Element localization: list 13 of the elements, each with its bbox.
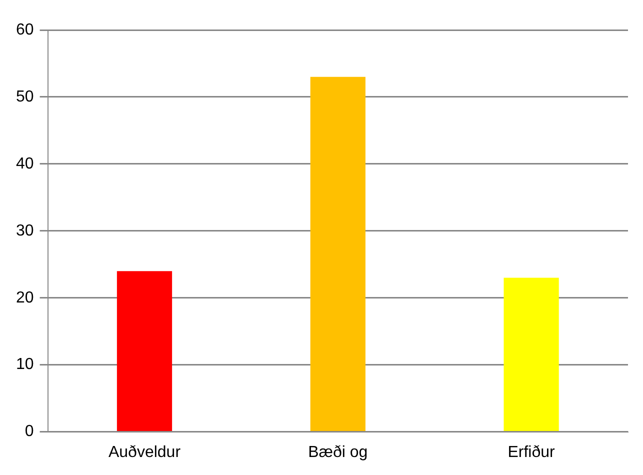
- y-tick-label: 0: [24, 423, 34, 440]
- x-tick-label: Bæði og: [308, 444, 368, 461]
- y-tick-label: 40: [16, 155, 34, 172]
- x-tick-label: Auðveldur: [108, 444, 182, 461]
- x-tick-label: Erfiður: [508, 444, 556, 461]
- y-tick-label: 50: [16, 88, 34, 106]
- y-tick-label: 60: [16, 21, 34, 38]
- bar: [504, 278, 559, 432]
- y-tick-label: 10: [16, 356, 34, 374]
- bar: [310, 76, 366, 432]
- y-tick-label: 30: [16, 222, 34, 240]
- bar: [116, 271, 172, 432]
- y-tick-label: 20: [16, 289, 34, 306]
